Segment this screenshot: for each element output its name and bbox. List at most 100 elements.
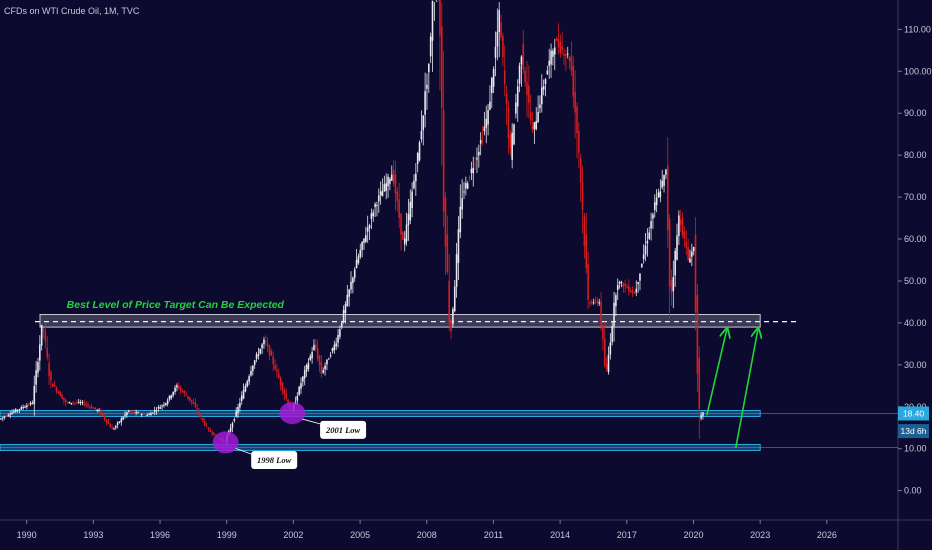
time-axis[interactable]: 1990 1993 1996 1999 2002 2005 2008 2011 2014 2017…: [17, 520, 837, 540]
candle-body: [320, 362, 323, 374]
callout-leader: [235, 448, 252, 455]
candle-body: [570, 55, 573, 71]
candle-body: [592, 302, 595, 304]
candle-body: [531, 125, 534, 131]
time-tick-label: 2017: [617, 530, 637, 540]
price-tick-label: 10.00: [904, 444, 927, 454]
candle-body: [700, 415, 702, 419]
candle-body: [96, 409, 99, 411]
candle-body: [666, 165, 669, 231]
candle-body: [72, 402, 74, 404]
candle-body: [27, 404, 30, 406]
candle-body: [583, 216, 586, 247]
candle-body: [144, 414, 147, 416]
candle-body: [285, 393, 287, 399]
candle-body: [246, 381, 249, 387]
price-tick-label: 0.00: [904, 486, 922, 496]
candle-body: [559, 41, 562, 53]
candle-body: [94, 407, 97, 410]
candle-body: [511, 132, 513, 160]
candle-body: [233, 419, 236, 421]
candle-body: [694, 234, 697, 312]
price-tick-label: 110.00: [904, 24, 931, 34]
candle-body: [594, 299, 597, 301]
candle-body: [307, 362, 310, 370]
candle-body: [492, 69, 495, 87]
candle-body: [309, 356, 312, 361]
time-tick-label: 1999: [217, 530, 237, 540]
candle-body: [515, 102, 517, 114]
candle-body: [566, 53, 569, 55]
candle-body: [202, 417, 204, 421]
price-tick-label: 60.00: [904, 234, 927, 244]
candle-body: [557, 39, 560, 48]
candle-body: [203, 421, 206, 426]
price-tick-label: 40.00: [904, 318, 927, 328]
candle-body: [135, 411, 137, 413]
price-axis[interactable]: 0.0010.0020.0030.0040.0050.0060.0070.008…: [898, 24, 932, 496]
candle-body: [468, 176, 471, 179]
support-zone: [0, 443, 761, 451]
candle-body: [453, 286, 456, 312]
candle-body: [411, 191, 413, 208]
candle-body: [207, 427, 210, 430]
candle-body: [150, 413, 152, 416]
price-tick-label: 30.00: [904, 360, 927, 370]
candle-body: [214, 434, 217, 436]
candle-body: [633, 292, 636, 294]
candle-body: [265, 340, 267, 342]
candle-body: [153, 410, 156, 412]
candle-body: [287, 399, 289, 406]
last-price-label-box: [898, 406, 929, 421]
candle-body: [16, 409, 19, 411]
candle-body: [450, 320, 452, 332]
candle-body: [146, 414, 149, 416]
candle-body: [172, 391, 174, 396]
candle-body: [665, 169, 667, 175]
candle-body: [605, 363, 608, 370]
candle-body: [370, 213, 373, 219]
candle-body: [26, 405, 28, 408]
candle-body: [240, 395, 243, 401]
candle-body: [637, 282, 639, 284]
candle-body: [270, 350, 273, 356]
candle-body: [177, 385, 180, 389]
candle-body: [687, 247, 689, 261]
candle-body: [544, 79, 547, 84]
candle-body: [257, 354, 260, 356]
countdown-label-box: [898, 424, 929, 439]
candle-body: [596, 300, 599, 303]
candle-body: [522, 43, 525, 70]
candle-body: [657, 192, 660, 198]
candle-body: [642, 254, 645, 260]
candle-body: [459, 206, 462, 233]
candle-body: [428, 63, 430, 73]
candle-body: [148, 414, 150, 416]
candle-body: [639, 273, 641, 281]
candle-body: [63, 397, 65, 401]
time-tick-label: 2023: [750, 530, 770, 540]
candle-body: [68, 401, 71, 404]
candle-body: [487, 110, 489, 125]
candle-body: [644, 245, 647, 255]
candle-body: [702, 412, 704, 416]
candle-body: [37, 362, 39, 373]
candle-body: [363, 238, 365, 243]
time-tick-label: 2005: [350, 530, 370, 540]
time-tick-label: 1990: [17, 530, 37, 540]
candle-body: [683, 231, 686, 239]
candle-body: [526, 82, 528, 96]
candle-body: [533, 122, 536, 130]
time-tick-label: 2020: [683, 530, 703, 540]
candle-body: [691, 251, 693, 257]
candle-body: [661, 180, 664, 188]
candle-body: [53, 384, 56, 387]
candle-body: [255, 354, 258, 359]
candle-body: [283, 390, 286, 395]
candle-body: [11, 412, 13, 415]
candle-body: [250, 370, 252, 376]
candle-body: [396, 191, 399, 201]
candle-body: [442, 109, 445, 212]
candle-body: [55, 387, 58, 392]
